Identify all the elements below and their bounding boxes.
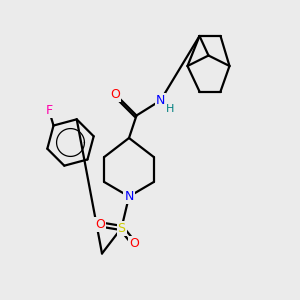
- Text: O: O: [129, 237, 139, 250]
- Text: S: S: [118, 221, 125, 235]
- Text: O: O: [95, 218, 105, 231]
- Text: N: N: [124, 190, 134, 203]
- Text: H: H: [166, 104, 174, 114]
- Text: N: N: [156, 94, 165, 107]
- Text: F: F: [46, 104, 52, 117]
- Text: O: O: [111, 88, 120, 101]
